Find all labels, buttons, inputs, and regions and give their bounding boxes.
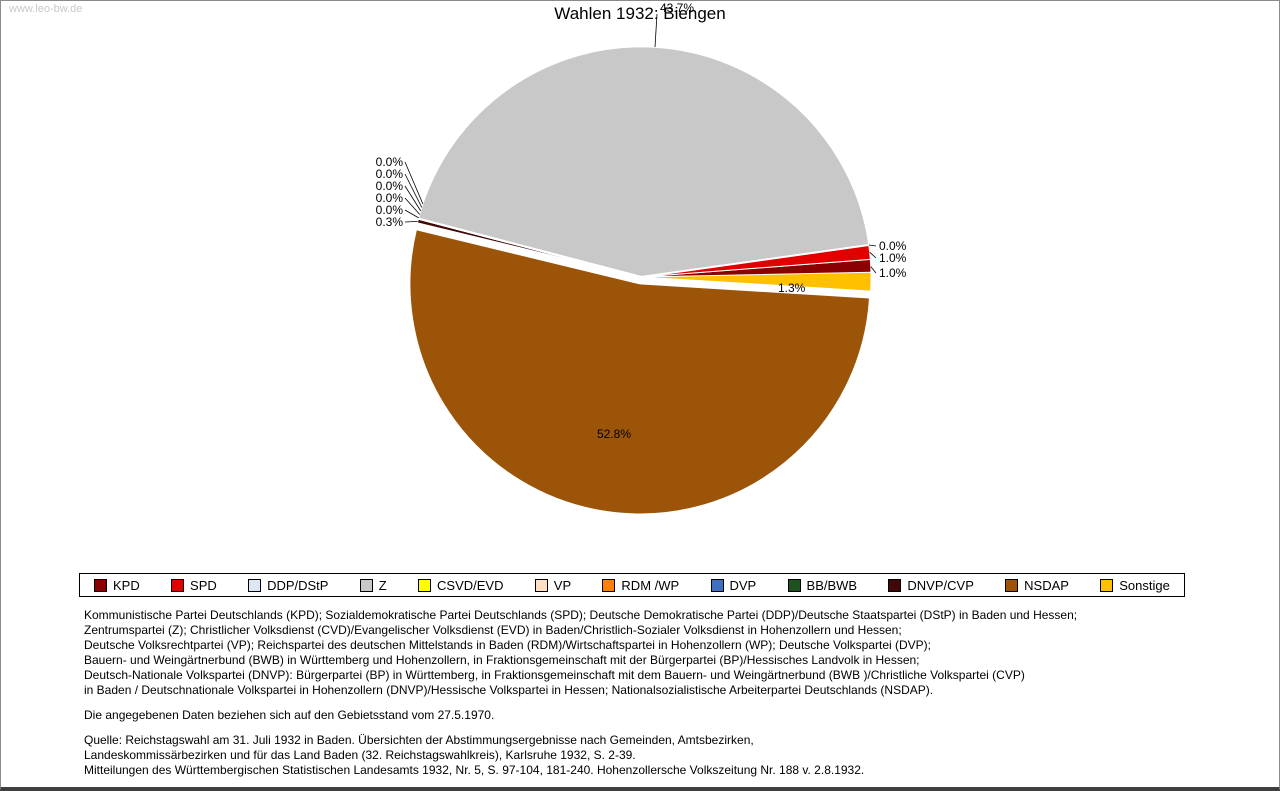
legend-swatch-KPD	[94, 578, 107, 592]
pie-label-NSDAP: 52.8%	[597, 427, 631, 441]
legend-item-VP: VP	[534, 577, 572, 593]
callout-line-RDM-WP	[404, 185, 422, 212]
legend-swatch-RDM-WP	[602, 578, 616, 592]
pie-label-SPD: 1.0%	[879, 251, 907, 265]
legend-swatch-DNVP-CVP	[888, 578, 902, 592]
pie-label-BB-BWB: 0.0%	[376, 203, 404, 217]
legend-swatch-DVP	[710, 578, 724, 592]
pie-label-DNVP-CVP: 0.3%	[376, 215, 404, 229]
legend-label: NSDAP	[1024, 577, 1069, 593]
legend-swatch-SPD	[171, 578, 185, 592]
text-line: Zentrumspartei (Z); Christlicher Volksdi…	[84, 623, 902, 637]
pie-label-Sonstige: 1.3%	[778, 281, 806, 295]
legend-swatch-DDP-DStP	[248, 578, 262, 592]
legend-label: SPD	[190, 577, 217, 593]
source-citation: Quelle: Reichstagswahl am 31. Juli 1932 …	[84, 733, 1243, 778]
legend-label: DDP/DStP	[267, 577, 329, 593]
pie-label-Z: 43.7%	[660, 1, 694, 15]
text-line: Deutsch-Nationale Volkspartei (DNVP): Bü…	[84, 668, 1025, 682]
legend-swatch-CSVD-EVD	[418, 578, 432, 592]
legend-label: BB/BWB	[806, 577, 858, 593]
legend-swatch-VP	[534, 578, 548, 592]
pie-label-CSVD-EVD: 0.0%	[376, 155, 404, 169]
callout-line-BB-BWB	[404, 209, 419, 219]
pie-slice-BB-BWB	[418, 217, 642, 278]
pie-label-RDM-WP: 0.0%	[376, 179, 404, 193]
footnotes: Kommunistische Partei Deutschlands (KPD)…	[84, 608, 1243, 788]
legend-item-Sonstige: Sonstige	[1100, 578, 1170, 593]
pie-slice-Z	[417, 46, 870, 278]
pie-slice-NSDAP	[409, 229, 871, 515]
legend-item-KPD: KPD	[94, 578, 140, 593]
legend-label: Sonstige	[1119, 577, 1170, 593]
legend-label: KPD	[113, 577, 140, 593]
legend-label: Z	[378, 577, 387, 593]
legend-swatch-Sonstige	[1100, 578, 1114, 592]
pie-slice-Sonstige	[640, 271, 872, 292]
callout-line-Z	[654, 13, 658, 48]
pie-label-DDP-DStP: 0.0%	[879, 239, 907, 253]
legend-item-SPD: SPD	[171, 578, 217, 593]
pie-label-KPD: 1.0%	[879, 266, 907, 280]
legend-item-CSVD-EVD: CSVD/EVD	[418, 578, 503, 593]
text-line: Kommunistische Partei Deutschlands (KPD)…	[84, 608, 1078, 622]
territorial-note: Die angegebenen Daten beziehen sich auf …	[84, 708, 1243, 723]
callout-line-SPD	[869, 251, 877, 259]
legend-item-BB-BWB: BB/BWB	[787, 577, 858, 593]
legend-item-DNVP-CVP: DNVP/CVP	[888, 577, 974, 593]
legend: KPD SPD DDP/DStP Z CSVD/EVD VP RDM /WP DVP BB/BW…	[79, 573, 1185, 597]
text-line: Die angegebenen Daten beziehen sich auf …	[84, 708, 495, 722]
legend-item-DVP: DVP	[710, 577, 757, 593]
callout-line-VP	[404, 173, 423, 208]
party-descriptions: Kommunistische Partei Deutschlands (KPD)…	[84, 608, 1243, 698]
legend-swatch-NSDAP	[1005, 578, 1019, 592]
callout-line-KPD	[870, 266, 877, 274]
callout-line-DDP-DStP	[868, 244, 877, 247]
legend-item-DDP-DStP: DDP/DStP	[248, 578, 328, 593]
callout-line-DNVP-CVP	[404, 221, 418, 223]
text-line: Deutsche Volksrechtpartei (VP); Reichspa…	[84, 638, 932, 652]
text-line: Landeskommissärbezirken und für das Land…	[84, 748, 636, 762]
pie-label-DVP: 0.0%	[376, 191, 404, 205]
legend-item-RDM-WP: RDM /WP	[602, 578, 679, 593]
legend-item-NSDAP: NSDAP	[1005, 578, 1069, 593]
legend-label: DNVP/CVP	[907, 577, 974, 593]
text-line: Bauern- und Weingärtnerbund (BWB) in Wür…	[84, 653, 920, 667]
text-line: Quelle: Reichstagswahl am 31. Juli 1932 …	[84, 733, 754, 747]
legend-label: VP	[553, 577, 572, 593]
text-line: Mitteilungen des Württembergischen Stati…	[84, 763, 865, 777]
legend-swatch-Z	[359, 578, 373, 592]
callout-line-DVP	[404, 197, 420, 215]
callout-line-CSVD-EVD	[404, 161, 424, 205]
pie-slice-DDP-DStP	[640, 244, 869, 278]
pie-chart: 0.0%0.0%0.0%0.0%0.0%0.3%0.0%1.0%1.0%43.7…	[376, 1, 907, 515]
pie-label-VP: 0.0%	[376, 167, 404, 181]
legend-item-Z: Z	[359, 577, 387, 593]
legend-label: DVP	[729, 577, 757, 593]
legend-label: RDM /WP	[621, 577, 680, 593]
chart-title: Wahlen 1932: Biengen	[554, 4, 726, 23]
text-line: in Baden / Deutschnationale Volkspartei …	[84, 683, 934, 697]
legend-swatch-BB-BWB	[787, 578, 801, 592]
legend-label: CSVD/EVD	[437, 577, 504, 593]
watermark: www.leo-bw.de	[9, 3, 83, 15]
